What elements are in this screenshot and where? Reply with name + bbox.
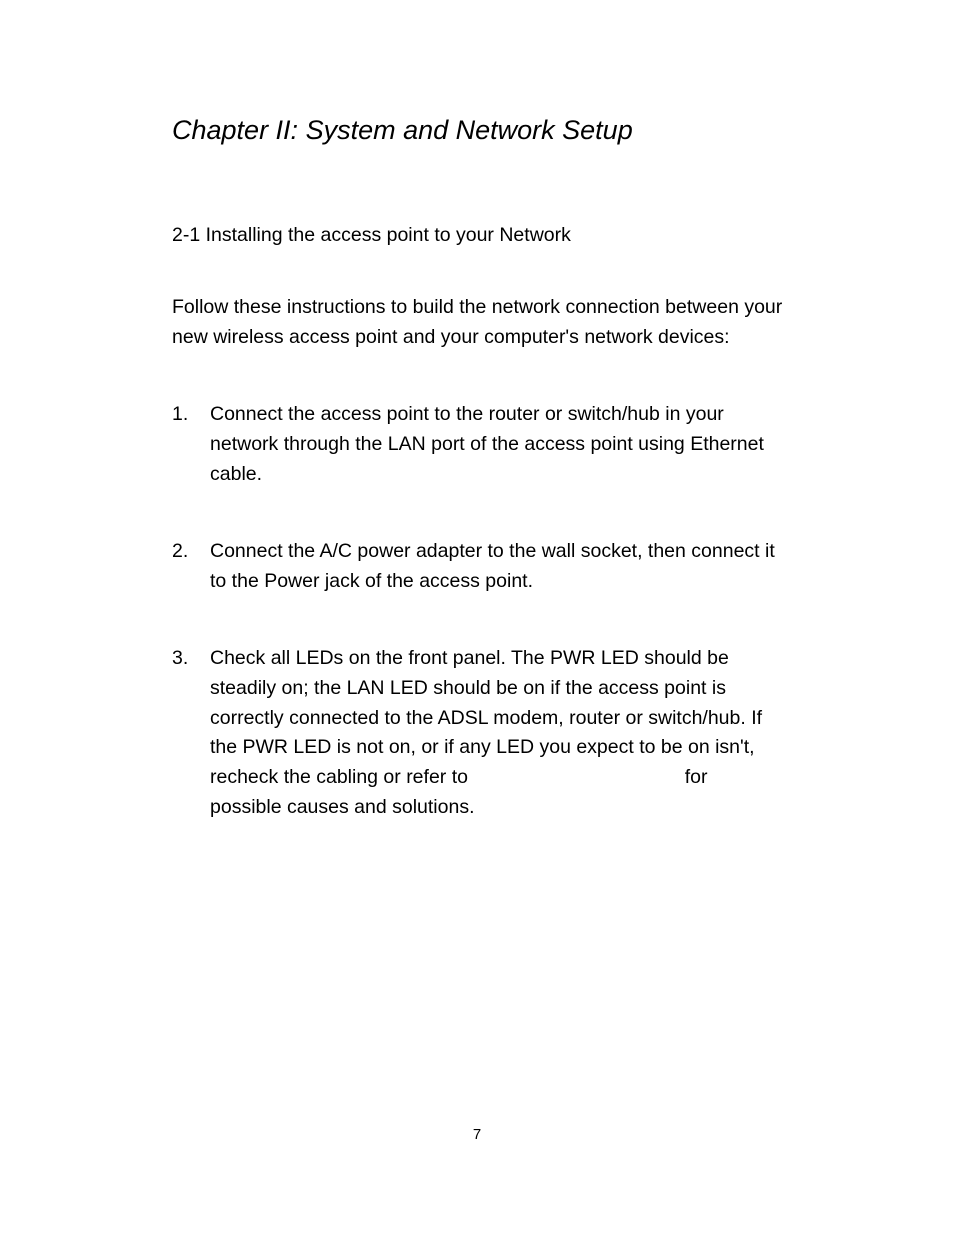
list-number: 2.: [172, 537, 188, 567]
list-content: Check all LEDs on the front panel. The P…: [210, 647, 762, 817]
intro-paragraph: Follow these instructions to build the n…: [172, 293, 784, 352]
list-item: 1. Connect the access point to the route…: [172, 400, 784, 489]
list-text-gap: [473, 766, 679, 788]
section-title: 2-1 Installing the access point to your …: [172, 224, 784, 247]
list-item: 2. Connect the A/C power adapter to the …: [172, 537, 784, 596]
chapter-title: Chapter II: System and Network Setup: [172, 115, 784, 146]
page-number: 7: [0, 1126, 954, 1143]
list-number: 3.: [172, 644, 188, 674]
list-item: 3. Check all LEDs on the front panel. Th…: [172, 644, 784, 822]
list-content: Connect the access point to the router o…: [210, 403, 764, 484]
list-number: 1.: [172, 400, 188, 430]
list-content: Connect the A/C power adapter to the wal…: [210, 540, 775, 592]
document-page: Chapter II: System and Network Setup 2-1…: [0, 0, 954, 822]
